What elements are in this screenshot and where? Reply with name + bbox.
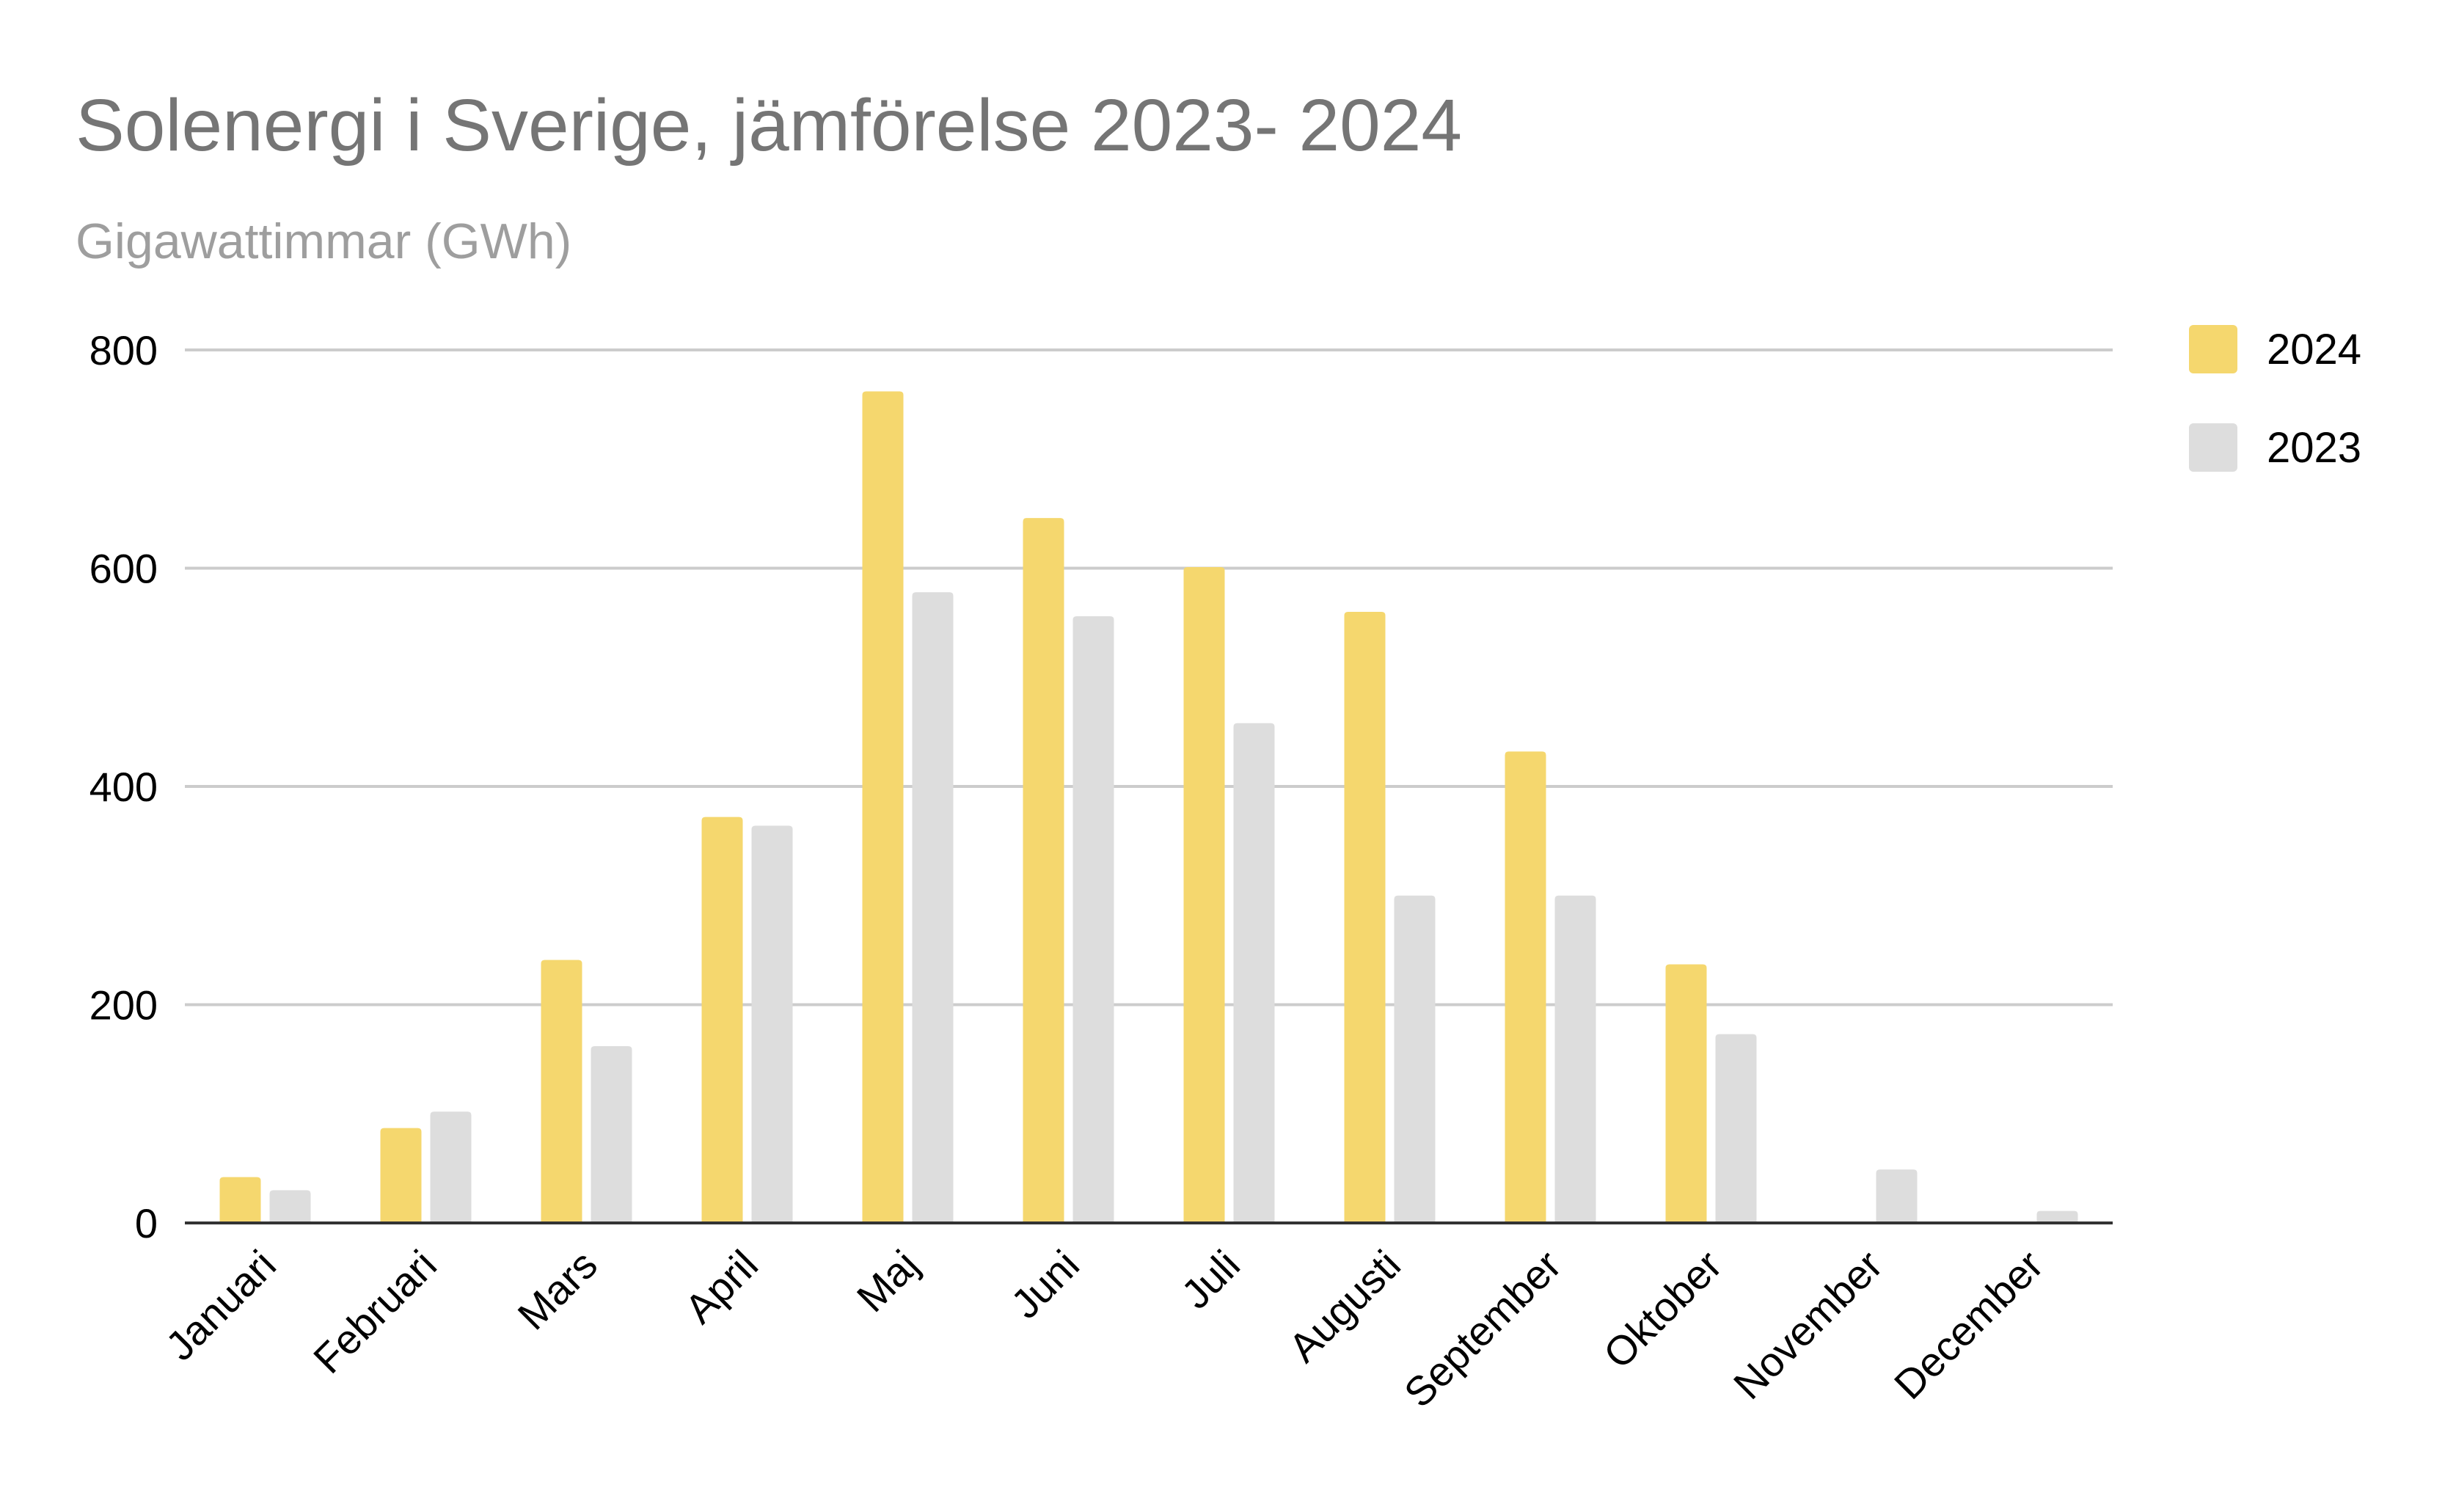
bar-2023-mars	[591, 1046, 632, 1223]
y-tick-label: 0	[135, 1200, 158, 1246]
bar-2024-februari	[380, 1128, 422, 1223]
x-tick-label: November	[1725, 1241, 1891, 1408]
x-tick-label: Oktober	[1595, 1241, 1730, 1377]
legend-swatch-2023	[2189, 423, 2237, 472]
bar-2024-oktober	[1665, 964, 1707, 1223]
x-tick-label: September	[1395, 1241, 1570, 1416]
y-tick-label: 400	[89, 764, 158, 810]
bar-2023-juni	[1072, 616, 1114, 1223]
legend-swatch-2024	[2189, 325, 2237, 373]
bar-2024-maj	[862, 391, 904, 1223]
legend: 2024 2023	[2189, 325, 2361, 472]
x-tick-label: Mars	[508, 1241, 606, 1339]
bar-2023-maj	[912, 592, 954, 1223]
bar-2023-april	[751, 825, 793, 1223]
bar-2024-augusti	[1344, 612, 1386, 1223]
bar-2023-juli	[1233, 723, 1275, 1223]
x-tick-label: Maj	[848, 1241, 927, 1321]
y-tick-label: 200	[89, 982, 158, 1029]
gridlines	[185, 348, 2113, 1007]
x-axis-ticks: Januari Februari Mars April Maj Juni Juli Augus…	[157, 1241, 2052, 1416]
x-tick-label: Juni	[1002, 1241, 1088, 1327]
x-tick-label: Augusti	[1279, 1241, 1409, 1371]
bar-2023-augusti	[1394, 895, 1436, 1223]
bar-2024-mars	[541, 960, 582, 1223]
bar-2023-november	[1876, 1169, 1918, 1223]
bar-2024-april	[701, 817, 743, 1223]
bar-2024-juni	[1023, 518, 1064, 1223]
bar-2023-januari	[269, 1190, 311, 1223]
x-tick-label: Februari	[304, 1241, 445, 1382]
x-tick-label: December	[1885, 1241, 2052, 1408]
x-tick-label: April	[676, 1241, 767, 1332]
bar-2024-januari	[219, 1177, 261, 1223]
bar-2024-juli	[1183, 567, 1225, 1223]
bar-2023-september	[1554, 895, 1596, 1223]
x-tick-label: Juli	[1172, 1241, 1249, 1318]
chart-title: Solenergi i Sverige, jämförelse 2023- 20…	[76, 84, 1462, 167]
y-tick-label: 800	[89, 327, 158, 373]
bar-2023-december	[2036, 1210, 2078, 1223]
x-tick-label: Januari	[157, 1241, 285, 1369]
y-tick-label: 600	[89, 546, 158, 592]
legend-label-2024: 2024	[2267, 326, 2361, 373]
bars	[219, 391, 2078, 1223]
legend-label-2023: 2023	[2267, 424, 2361, 472]
chart-subtitle: Gigawattimmar (GWh)	[76, 213, 571, 269]
y-axis-ticks: 0 200 400 600 800	[89, 327, 158, 1246]
bar-2024-september	[1505, 751, 1546, 1223]
bar-2023-februari	[430, 1111, 472, 1223]
bar-2023-oktober	[1715, 1034, 1757, 1223]
